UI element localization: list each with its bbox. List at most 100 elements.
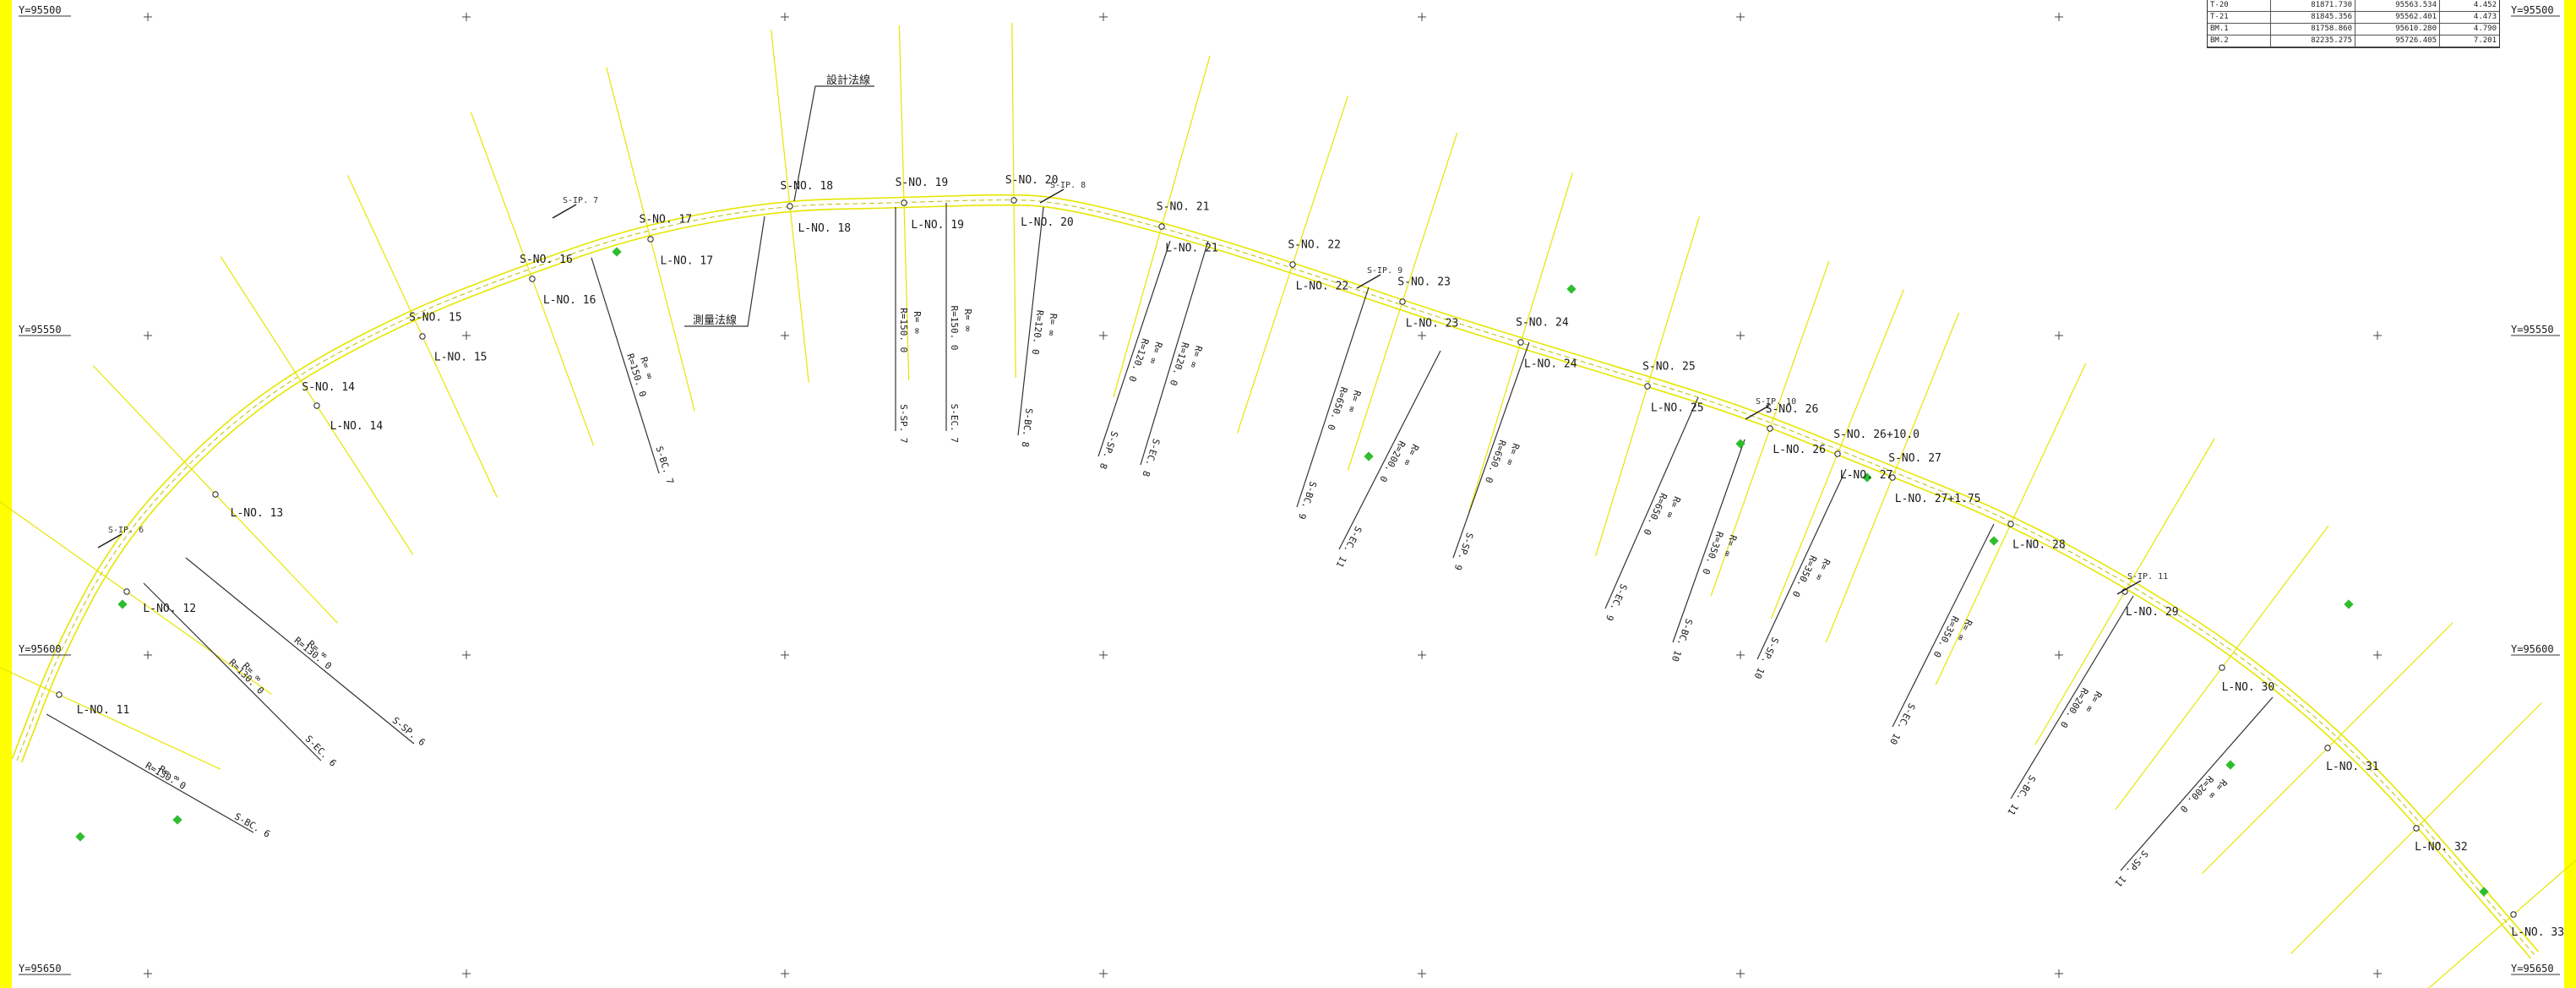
l-station-label: L-NO. 30 xyxy=(2222,681,2275,694)
grid-label-right-0: Y=95500 xyxy=(2511,4,2554,16)
design-line-label: 設計法線 xyxy=(826,74,870,87)
station-point xyxy=(647,236,654,243)
radius-label: R=150. 0 xyxy=(949,306,960,351)
l-station-label: L-NO. 21 xyxy=(1165,242,1218,254)
l-station-label: L-NO. 14 xyxy=(330,420,384,433)
curve-station-label: S-EC. 7 xyxy=(949,404,960,443)
station-point xyxy=(1158,223,1165,230)
grid-label-right-1: Y=95550 xyxy=(2511,324,2554,336)
station-point xyxy=(529,276,536,282)
curve-leader-line xyxy=(591,257,660,474)
s-station-label: S-NO. 15 xyxy=(409,311,462,324)
s-station-label: S-NO. 14 xyxy=(302,381,355,394)
s-station-label: S-NO. 23 xyxy=(1397,276,1451,289)
station-point xyxy=(1517,339,1524,346)
road-centerline xyxy=(16,199,2535,956)
benchmark-marker xyxy=(1862,472,1872,483)
station-point xyxy=(1399,298,1406,305)
benchmark-marker xyxy=(612,247,622,257)
benchmark-marker xyxy=(2225,760,2236,770)
cross-section-lines xyxy=(0,23,2576,988)
road-edge-line xyxy=(11,194,2540,953)
station-point xyxy=(1889,474,1896,481)
l-station-label: L-NO. 27+1.75 xyxy=(1895,493,1981,505)
ip-mark xyxy=(97,533,123,549)
l-station-label: L-NO. 33 xyxy=(2511,926,2564,939)
grid-label-left-3: Y=95650 xyxy=(19,963,62,974)
s-station-label: S-NO. 16 xyxy=(520,254,573,266)
station-point xyxy=(2007,521,2014,527)
l-station-label: L-NO. 16 xyxy=(543,294,596,307)
curve-station-label: S-SP. 10 xyxy=(1751,636,1780,681)
curve-leader-line xyxy=(1140,240,1209,466)
radius-infinity-label: R= ∞ xyxy=(1046,313,1059,336)
s-station-label: S-NO. 26 xyxy=(1766,403,1819,416)
ip-label: S-IP. 6 xyxy=(108,526,144,535)
ip-label: S-IP. 7 xyxy=(563,196,598,205)
curve-station-label: S-BC. 8 xyxy=(1019,407,1034,448)
curve-station-label: S-BC. 11 xyxy=(2005,773,2038,817)
benchmark-marker xyxy=(172,815,182,825)
l-station-label: L-NO. 13 xyxy=(231,507,284,520)
l-station-label: L-NO. 19 xyxy=(911,219,964,232)
curve-station-label: S-EC. 9 xyxy=(1604,582,1630,623)
curve-leader-line xyxy=(1017,206,1044,436)
curve-leader-line xyxy=(1892,523,1995,728)
road-edge-line xyxy=(20,204,2532,959)
grid-label-right-2: Y=95600 xyxy=(2511,643,2554,655)
grid-label-left-0: Y=95500 xyxy=(19,4,62,16)
radius-label: R=150. 0 xyxy=(898,308,909,352)
s-station-label: S-NO. 19 xyxy=(896,177,949,189)
ip-mark xyxy=(552,204,577,219)
survey-line-callout: 測量法線 xyxy=(684,216,765,327)
station-point xyxy=(56,691,63,698)
l-station-label: L-NO. 15 xyxy=(434,352,487,364)
s-station-label: S-NO. 24 xyxy=(1516,317,1569,330)
benchmark-marker xyxy=(117,599,128,609)
station-point xyxy=(787,203,793,210)
ip-label: S-IP. 10 xyxy=(1756,397,1796,407)
curve-leader-line xyxy=(1452,341,1530,559)
station-point xyxy=(901,199,907,206)
curve-leader-line xyxy=(2010,595,2134,800)
l-station-label: L-NO. 24 xyxy=(1524,358,1577,370)
s-station-label: S-NO. 18 xyxy=(781,180,834,193)
design-line-callout: 設計法線 xyxy=(793,74,874,202)
l-station-label: L-NO. 22 xyxy=(1296,280,1349,292)
curve-station-label: S-BC. 6 xyxy=(232,811,272,840)
l-station-label: L-NO. 27 xyxy=(1840,469,1893,482)
l-station-label: L-NO. 12 xyxy=(143,603,196,615)
l-station-label: L-NO. 31 xyxy=(2326,761,2379,773)
curve-station-label: S-BC. 10 xyxy=(1669,617,1695,663)
s-station-label: S-NO. 26+10.0 xyxy=(1833,428,1920,441)
l-station-label: L-NO. 11 xyxy=(77,704,130,717)
grid-crosses xyxy=(144,13,2382,978)
s-station-label: S-NO. 25 xyxy=(1642,361,1696,374)
grid-label-right-3: Y=95650 xyxy=(2511,963,2554,974)
radius-label: R=350. 0 xyxy=(1700,530,1725,576)
station-point xyxy=(1644,383,1651,390)
curve-leader-line xyxy=(1296,287,1370,508)
station-point xyxy=(123,588,130,595)
s-station-label: S-NO. 21 xyxy=(1157,201,1210,214)
station-labels: L-NO. 11 L-NO. 12 L-NO. 13 S-NO. 14 L-NO. 14… xyxy=(77,174,2564,939)
benchmark-marker xyxy=(1989,536,1999,546)
curve-station-label: S-SP. 11 xyxy=(2112,848,2150,888)
curve-leader-line xyxy=(1672,439,1745,643)
ip-mark xyxy=(2116,580,2142,595)
l-station-label: L-NO. 26 xyxy=(1773,444,1826,456)
station-point xyxy=(1834,450,1841,457)
ip-label: S-IP. 11 xyxy=(2127,572,2168,581)
l-station-label: L-NO. 18 xyxy=(798,222,851,235)
curve-leader-line xyxy=(143,582,322,761)
curve-leader-line xyxy=(1604,396,1699,609)
radius-label: R=120. 0 xyxy=(1030,309,1046,355)
station-point xyxy=(419,333,426,340)
l-station-label: L-NO. 32 xyxy=(2415,841,2468,854)
ip-mark xyxy=(1039,188,1065,204)
s-station-label: S-NO. 20 xyxy=(1005,174,1059,187)
survey-line-label: 測量法線 xyxy=(693,314,737,327)
s-station-label: S-NO. 17 xyxy=(640,213,693,226)
cross-section-line xyxy=(2428,859,2576,988)
l-station-label: L-NO. 25 xyxy=(1651,401,1704,414)
